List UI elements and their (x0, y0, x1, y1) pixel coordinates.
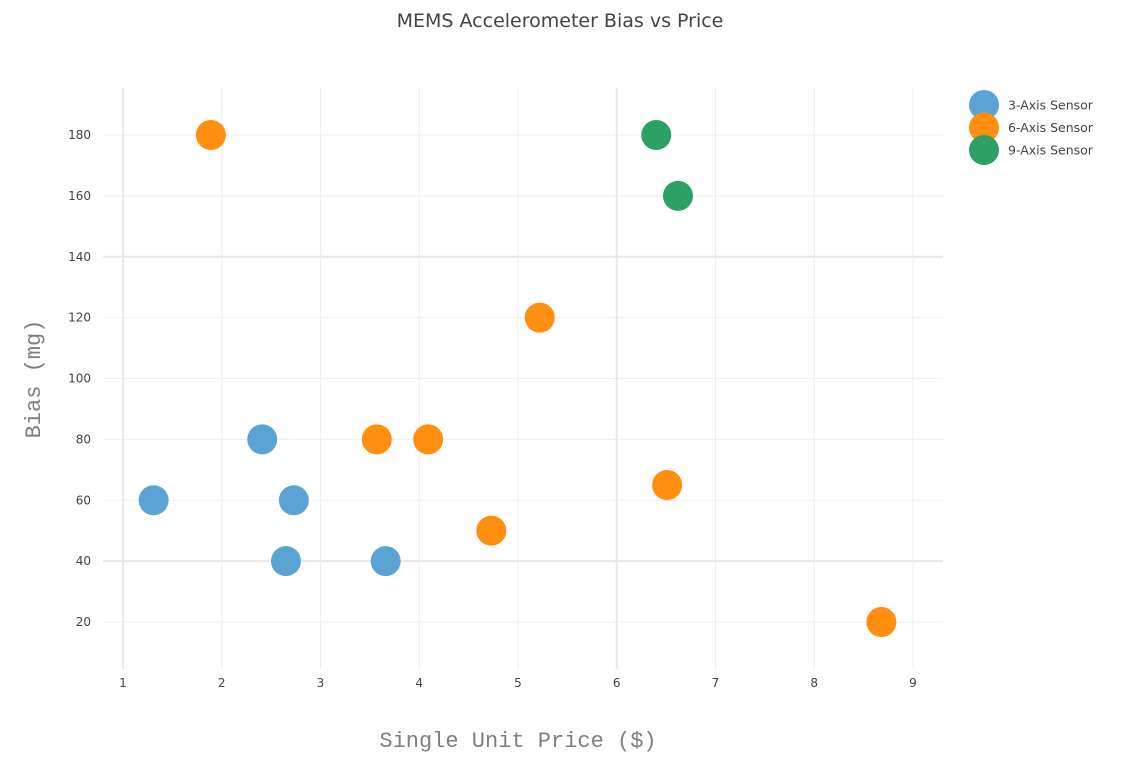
data-point[interactable] (195, 120, 226, 150)
legend-marker-icon (969, 135, 999, 165)
y-tick-label: 120 (68, 311, 91, 325)
series-3-axis-sensor (138, 424, 401, 577)
x-tick-label: 6 (613, 676, 621, 690)
x-tick-label: 9 (909, 676, 917, 690)
plot-area[interactable] (138, 120, 897, 637)
legend-label: 6-Axis Sensor (1008, 120, 1094, 135)
legend-item[interactable]: 9-Axis Sensor (969, 135, 1094, 165)
x-axis-ticks: 1 2 3 4 5 6 7 8 9 (119, 676, 917, 690)
y-axis-ticks: 20 40 60 80 100 120 140 160 180 (68, 128, 91, 629)
legend: 3-Axis Sensor 6-Axis Sensor 9-Axis Sensor (969, 90, 1094, 165)
y-axis-title: Bias (mg) (22, 320, 47, 439)
y-tick-label: 180 (68, 128, 91, 142)
data-point[interactable] (662, 180, 693, 211)
data-point[interactable] (866, 607, 897, 637)
chart-title: MEMS Accelerometer Bias vs Price (397, 10, 724, 32)
y-tick-label: 100 (68, 372, 91, 386)
x-tick-label: 7 (712, 676, 720, 690)
data-point[interactable] (413, 424, 444, 455)
x-tick-label: 2 (218, 676, 226, 690)
series-6-axis-sensor (195, 120, 897, 637)
data-point[interactable] (370, 546, 401, 577)
y-tick-label: 60 (76, 493, 91, 507)
data-point[interactable] (247, 424, 278, 455)
series-9-axis-sensor (641, 120, 693, 211)
x-tick-label: 3 (317, 676, 325, 690)
x-tick-label: 8 (810, 676, 818, 690)
x-tick-label: 4 (415, 676, 423, 690)
data-point[interactable] (652, 470, 683, 501)
data-point[interactable] (270, 546, 301, 577)
data-point[interactable] (361, 424, 392, 455)
y-tick-label: 160 (68, 189, 91, 203)
data-point[interactable] (524, 302, 555, 333)
legend-item[interactable]: 6-Axis Sensor (969, 112, 1094, 143)
x-tick-label: 5 (514, 676, 522, 690)
data-point[interactable] (476, 515, 507, 546)
legend-item[interactable]: 3-Axis Sensor (969, 90, 1094, 120)
y-tick-label: 140 (68, 250, 91, 264)
legend-marker-icon (969, 112, 999, 143)
legend-marker-icon (969, 90, 999, 120)
x-tick-label: 1 (119, 676, 127, 690)
y-tick-label: 80 (76, 432, 91, 446)
legend-label: 3-Axis Sensor (1008, 98, 1094, 113)
grid-lines (103, 88, 943, 669)
y-tick-label: 40 (76, 554, 91, 568)
legend-label: 9-Axis Sensor (1008, 143, 1094, 158)
data-point[interactable] (138, 485, 169, 516)
data-point[interactable] (278, 485, 309, 516)
x-axis-title: Single Unit Price ($) (379, 729, 656, 754)
y-tick-label: 20 (76, 615, 91, 629)
data-point[interactable] (641, 120, 672, 150)
